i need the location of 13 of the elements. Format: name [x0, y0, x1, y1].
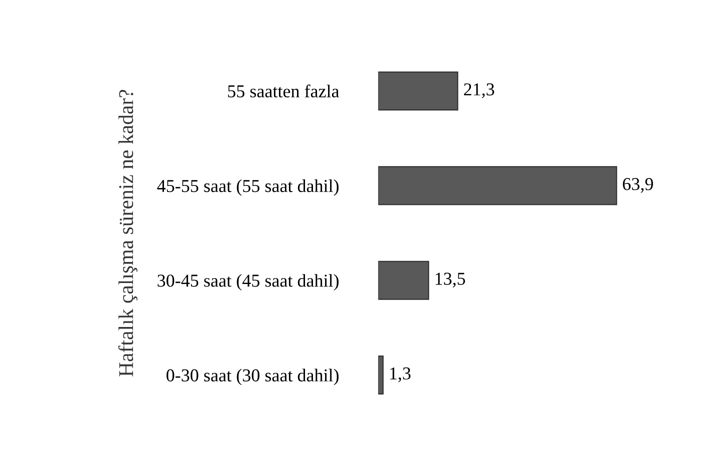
y-axis-title: Haftalık çalışma süreniz ne kadar?	[118, 90, 138, 376]
bar	[378, 260, 430, 300]
y-tick-label: 0-30 saat (30 saat dahil)	[166, 368, 339, 386]
data-label: 63,9	[622, 178, 653, 193]
y-tick-label: 30-45 saat (45 saat dahil)	[158, 274, 339, 290]
data-label: 21,3	[464, 83, 494, 98]
y-tick-label: 45-55 saat (55 saat dahil)	[157, 179, 339, 196]
data-label: 13,5	[436, 272, 466, 288]
bar	[378, 166, 618, 206]
bar	[378, 356, 384, 395]
data-label: 1,3	[390, 367, 411, 382]
y-tick-label: 55 saatten fazla	[228, 84, 340, 98]
bar	[378, 71, 458, 110]
